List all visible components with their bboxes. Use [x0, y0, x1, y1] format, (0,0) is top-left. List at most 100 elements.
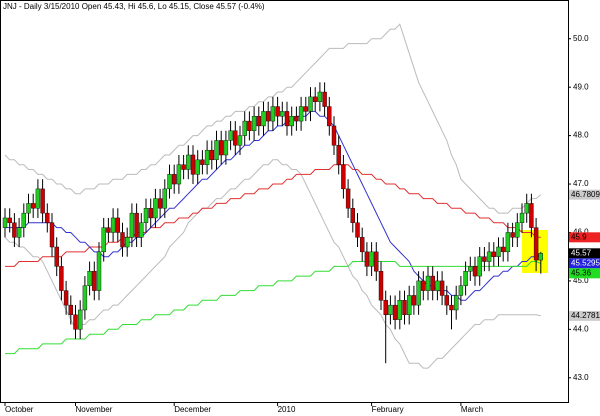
candle-body: [472, 266, 478, 277]
candle-body: [303, 106, 308, 112]
candle-body: [228, 130, 233, 141]
candle-body: [491, 251, 496, 257]
candle-body: [186, 154, 191, 170]
candle-body: [233, 130, 238, 146]
price-tag: [569, 248, 600, 259]
candle-body: [110, 217, 116, 233]
candle-body: [87, 271, 92, 286]
candle-body: [12, 222, 17, 238]
candle-body: [16, 227, 22, 238]
price-tag: [569, 189, 600, 200]
candle-body: [355, 222, 360, 238]
candle-body: [40, 188, 45, 214]
candle-body: [171, 174, 177, 185]
price-tag-label: 44.2781: [571, 311, 600, 320]
candle-body: [364, 251, 370, 267]
candle-body: [129, 212, 135, 238]
chart-title: JNJ - Daily 3/15/2010 Open 45.43, Hi 45.…: [3, 2, 265, 11]
candle-body: [261, 111, 266, 127]
indicator-line: [4, 159, 541, 369]
candle-body: [280, 111, 285, 117]
candle-body: [454, 295, 459, 311]
candle-body: [331, 125, 337, 146]
price-tag: [569, 310, 600, 321]
candle-body: [167, 174, 172, 190]
candle-body: [124, 237, 130, 248]
candle-body: [369, 251, 374, 267]
x-tick-label: 2010: [278, 405, 296, 414]
candle-body: [45, 212, 50, 223]
candle-body: [134, 212, 139, 238]
candle-body: [317, 91, 323, 102]
x-tick-label: March: [461, 405, 483, 414]
candle-body: [533, 227, 539, 261]
candle-body: [463, 271, 468, 286]
candle-body: [270, 106, 276, 122]
candle-body: [468, 266, 473, 272]
candle-body: [2, 217, 8, 228]
candle-body: [341, 164, 346, 190]
price-tag-label: 45.9: [571, 232, 587, 241]
candle-body: [96, 251, 102, 291]
candle-body: [115, 217, 121, 233]
candle-body: [214, 140, 219, 161]
y-tick-label: 47.0: [573, 179, 589, 188]
candle-body: [289, 116, 294, 127]
candle-body: [176, 164, 182, 185]
candle-body: [139, 222, 144, 238]
price-tag-label: 45.57: [571, 248, 592, 257]
candle-body: [120, 232, 125, 248]
candle-body: [157, 198, 163, 209]
candle-body: [486, 251, 492, 262]
indicator-line: [5, 164, 541, 267]
candle-body: [223, 140, 229, 156]
candle-body: [101, 227, 106, 253]
candle-body: [425, 275, 431, 291]
candle-body: [524, 203, 529, 214]
candle-body: [284, 111, 290, 127]
candle-body: [529, 203, 534, 228]
y-tick-label: 44.0: [573, 324, 589, 333]
candle-body: [510, 232, 515, 238]
candle-body: [298, 106, 304, 122]
candle-body: [68, 304, 74, 316]
candle-body: [143, 208, 149, 223]
plot-border: [0, 0, 569, 403]
candle-body: [421, 280, 426, 291]
candle-body: [266, 111, 271, 122]
candle-body: [402, 300, 407, 316]
price-tag-label: 46.7809: [571, 190, 600, 199]
candle-body: [458, 285, 464, 296]
candle-body: [350, 208, 355, 223]
candle-body: [397, 300, 402, 320]
overlay-group: [4, 23, 542, 369]
indicator-line: [5, 261, 541, 355]
y-tick-label: 45.0: [573, 276, 589, 285]
y-tick-label: 50.0: [573, 34, 589, 43]
candle-body: [327, 106, 332, 127]
candle-body: [345, 188, 351, 209]
y-tick-label: 49.0: [573, 82, 589, 91]
indicator-line: [5, 110, 541, 301]
candle-body: [148, 208, 153, 219]
candle-body: [496, 246, 501, 257]
candle-body: [374, 251, 379, 272]
candle-body: [313, 96, 318, 102]
x-tick-label: October: [5, 405, 34, 414]
candle-body: [392, 304, 398, 320]
candle-body: [256, 116, 261, 127]
candle-body: [449, 304, 454, 311]
candle-body: [21, 212, 26, 228]
candle-body: [275, 106, 280, 117]
candle-body: [322, 91, 327, 107]
candle-body: [7, 217, 12, 223]
candle-body: [35, 188, 41, 209]
candle-body: [31, 203, 36, 209]
price-tag-label: 45.36: [571, 268, 592, 277]
x-tick-label: December: [174, 405, 211, 414]
candle-body: [294, 116, 299, 122]
candle-body: [242, 120, 247, 136]
candle-body: [501, 246, 506, 253]
